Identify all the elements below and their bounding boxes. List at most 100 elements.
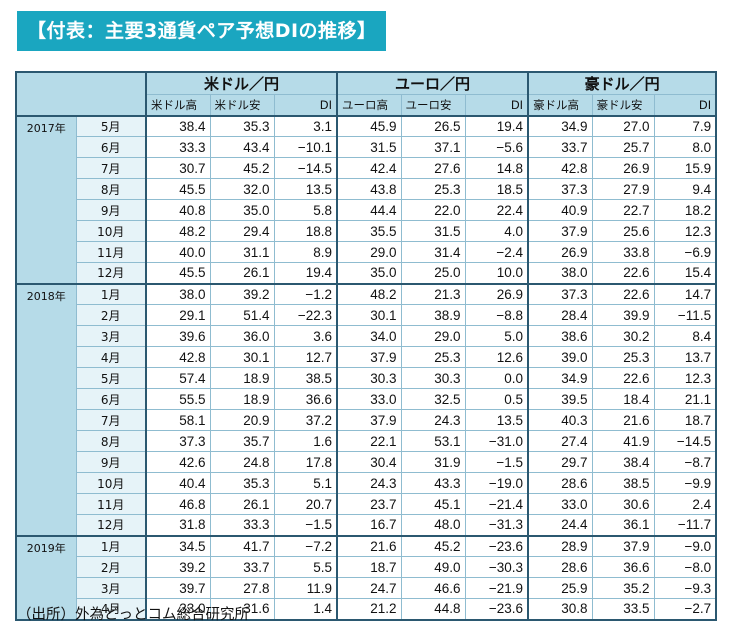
value-cell: 11.9 — [273, 577, 338, 599]
value-cell: 21.2 — [336, 598, 402, 620]
header-corner — [15, 71, 147, 116]
value-cell: −14.5 — [653, 430, 717, 452]
value-cell: −10.1 — [273, 136, 338, 158]
value-cell: 3.6 — [273, 325, 338, 347]
subheader-aud-di: DI — [653, 94, 717, 116]
value-cell: −9.3 — [653, 577, 717, 599]
value-cell: 28.9 — [527, 534, 593, 557]
value-cell: −9.0 — [653, 534, 717, 557]
value-cell: 51.4 — [209, 304, 275, 326]
subheader-usd-high: 米ドル高 — [145, 94, 211, 116]
value-cell: −2.4 — [464, 241, 529, 263]
value-cell: 21.6 — [591, 409, 655, 431]
value-cell: 26.9 — [591, 157, 655, 179]
value-cell: 30.1 — [209, 346, 275, 368]
value-cell: 42.8 — [145, 346, 211, 368]
value-cell: 40.0 — [145, 241, 211, 263]
table-row: 11月 46.8 26.1 20.7 23.7 45.1 −21.4 33.0 30.6 2.4 — [16, 493, 717, 515]
value-cell: 29.1 — [145, 304, 211, 326]
value-cell: 18.8 — [273, 220, 338, 242]
value-cell: 33.0 — [527, 493, 593, 515]
value-cell: 18.7 — [653, 409, 717, 431]
value-cell: −1.5 — [464, 451, 529, 473]
value-cell: 10.0 — [464, 262, 529, 284]
value-cell: 33.5 — [591, 598, 655, 620]
value-cell: 30.8 — [527, 598, 593, 620]
value-cell: 17.8 — [273, 451, 338, 473]
table-row: 11月 40.0 31.1 8.9 29.0 31.4 −2.4 26.9 33.8 −6.9 — [16, 241, 717, 263]
value-cell: 46.8 — [145, 493, 211, 515]
value-cell: 20.7 — [273, 493, 338, 515]
value-cell: 30.7 — [145, 157, 211, 179]
value-cell: 18.2 — [653, 199, 717, 221]
month-label: 3月 — [75, 325, 147, 347]
value-cell: 36.1 — [591, 514, 655, 536]
month-label: 5月 — [75, 114, 147, 137]
month-label: 7月 — [75, 409, 147, 431]
value-cell: 35.0 — [209, 199, 275, 221]
value-cell: 37.9 — [336, 409, 402, 431]
table-row: 4月 42.8 30.1 12.7 37.9 25.3 12.6 39.0 25.3 13.7 — [16, 346, 717, 368]
value-cell: 31.5 — [400, 220, 466, 242]
value-cell: 42.4 — [336, 157, 402, 179]
value-cell: 27.9 — [591, 178, 655, 200]
value-cell: 25.3 — [400, 346, 466, 368]
month-label: 12月 — [75, 262, 147, 284]
table-row: 4月 33.0 31.6 1.4 21.2 44.8 −23.6 30.8 33.5 −2.7 — [16, 598, 717, 620]
value-cell: −11.5 — [653, 304, 717, 326]
value-cell: 18.9 — [209, 367, 275, 389]
value-cell: 39.2 — [209, 282, 275, 305]
year-label: 2017年 — [15, 114, 77, 284]
value-cell: 37.2 — [273, 409, 338, 431]
value-cell: 38.5 — [591, 472, 655, 494]
value-cell: 34.9 — [527, 367, 593, 389]
month-label: 1月 — [75, 534, 147, 557]
value-cell: 30.2 — [591, 325, 655, 347]
value-cell: 23.7 — [336, 493, 402, 515]
value-cell: 55.5 — [145, 388, 211, 410]
value-cell: −1.5 — [273, 514, 338, 536]
value-cell: 28.6 — [527, 472, 593, 494]
value-cell: 41.9 — [591, 430, 655, 452]
value-cell: 16.7 — [336, 514, 402, 536]
table-row: 10月 40.4 35.3 5.1 24.3 43.3 −19.0 28.6 38.5 −9.9 — [16, 472, 717, 494]
value-cell: 46.6 — [400, 577, 466, 599]
month-label: 11月 — [75, 241, 147, 263]
month-label: 2月 — [75, 304, 147, 326]
value-cell: 43.8 — [336, 178, 402, 200]
value-cell: 12.7 — [273, 346, 338, 368]
value-cell: 34.5 — [145, 534, 211, 557]
year-label: 2019年 — [15, 534, 77, 620]
table-row: 8月 37.3 35.7 1.6 22.1 53.1 −31.0 27.4 41.9 −14.5 — [16, 430, 717, 452]
table-row: 9月 40.8 35.0 5.8 44.4 22.0 22.4 40.9 22.7 18.2 — [16, 199, 717, 221]
value-cell: −21.4 — [464, 493, 529, 515]
table-row: 2018年 1月 38.0 39.2 −1.2 48.2 21.3 26.9 37.3 22.6 1… — [15, 282, 717, 536]
value-cell: 39.6 — [145, 325, 211, 347]
table-row: 2月 39.2 33.7 5.5 18.7 49.0 −30.3 28.6 36.6 −8.0 — [16, 556, 717, 578]
value-cell: 21.3 — [400, 282, 466, 305]
value-cell: 37.9 — [527, 220, 593, 242]
value-cell: 39.2 — [145, 556, 211, 578]
value-cell: 8.0 — [653, 136, 717, 158]
table-row: 2017年 5月 38.4 35.3 3.1 45.9 26.5 19.4 34.9 27.0 7.… — [15, 114, 717, 284]
value-cell: 31.6 — [209, 598, 275, 620]
value-cell: 40.8 — [145, 199, 211, 221]
value-cell: 24.4 — [527, 514, 593, 536]
value-cell: 30.4 — [336, 451, 402, 473]
value-cell: −23.6 — [464, 598, 529, 620]
value-cell: −1.2 — [273, 282, 338, 305]
value-cell: −8.0 — [653, 556, 717, 578]
table-row: 10月 48.2 29.4 18.8 35.5 31.5 4.0 37.9 25.6 12.3 — [16, 220, 717, 242]
value-cell: 35.5 — [336, 220, 402, 242]
subheader-aud-high: 豪ドル高 — [527, 94, 593, 116]
value-cell: 43.4 — [209, 136, 275, 158]
sub-header-row: 米ドル高 米ドル安 DI ユーロ高 ユーロ安 DI 豪ドル高 豪ドル安 DI — [16, 94, 717, 116]
value-cell: 29.7 — [527, 451, 593, 473]
value-cell: 39.5 — [527, 388, 593, 410]
value-cell: 57.4 — [145, 367, 211, 389]
value-cell: 26.9 — [527, 241, 593, 263]
value-cell: −31.0 — [464, 430, 529, 452]
value-cell: 48.2 — [145, 220, 211, 242]
value-cell: 18.7 — [336, 556, 402, 578]
group-header-row: 米ドル／円 ユーロ／円 豪ドル／円 — [15, 71, 717, 116]
